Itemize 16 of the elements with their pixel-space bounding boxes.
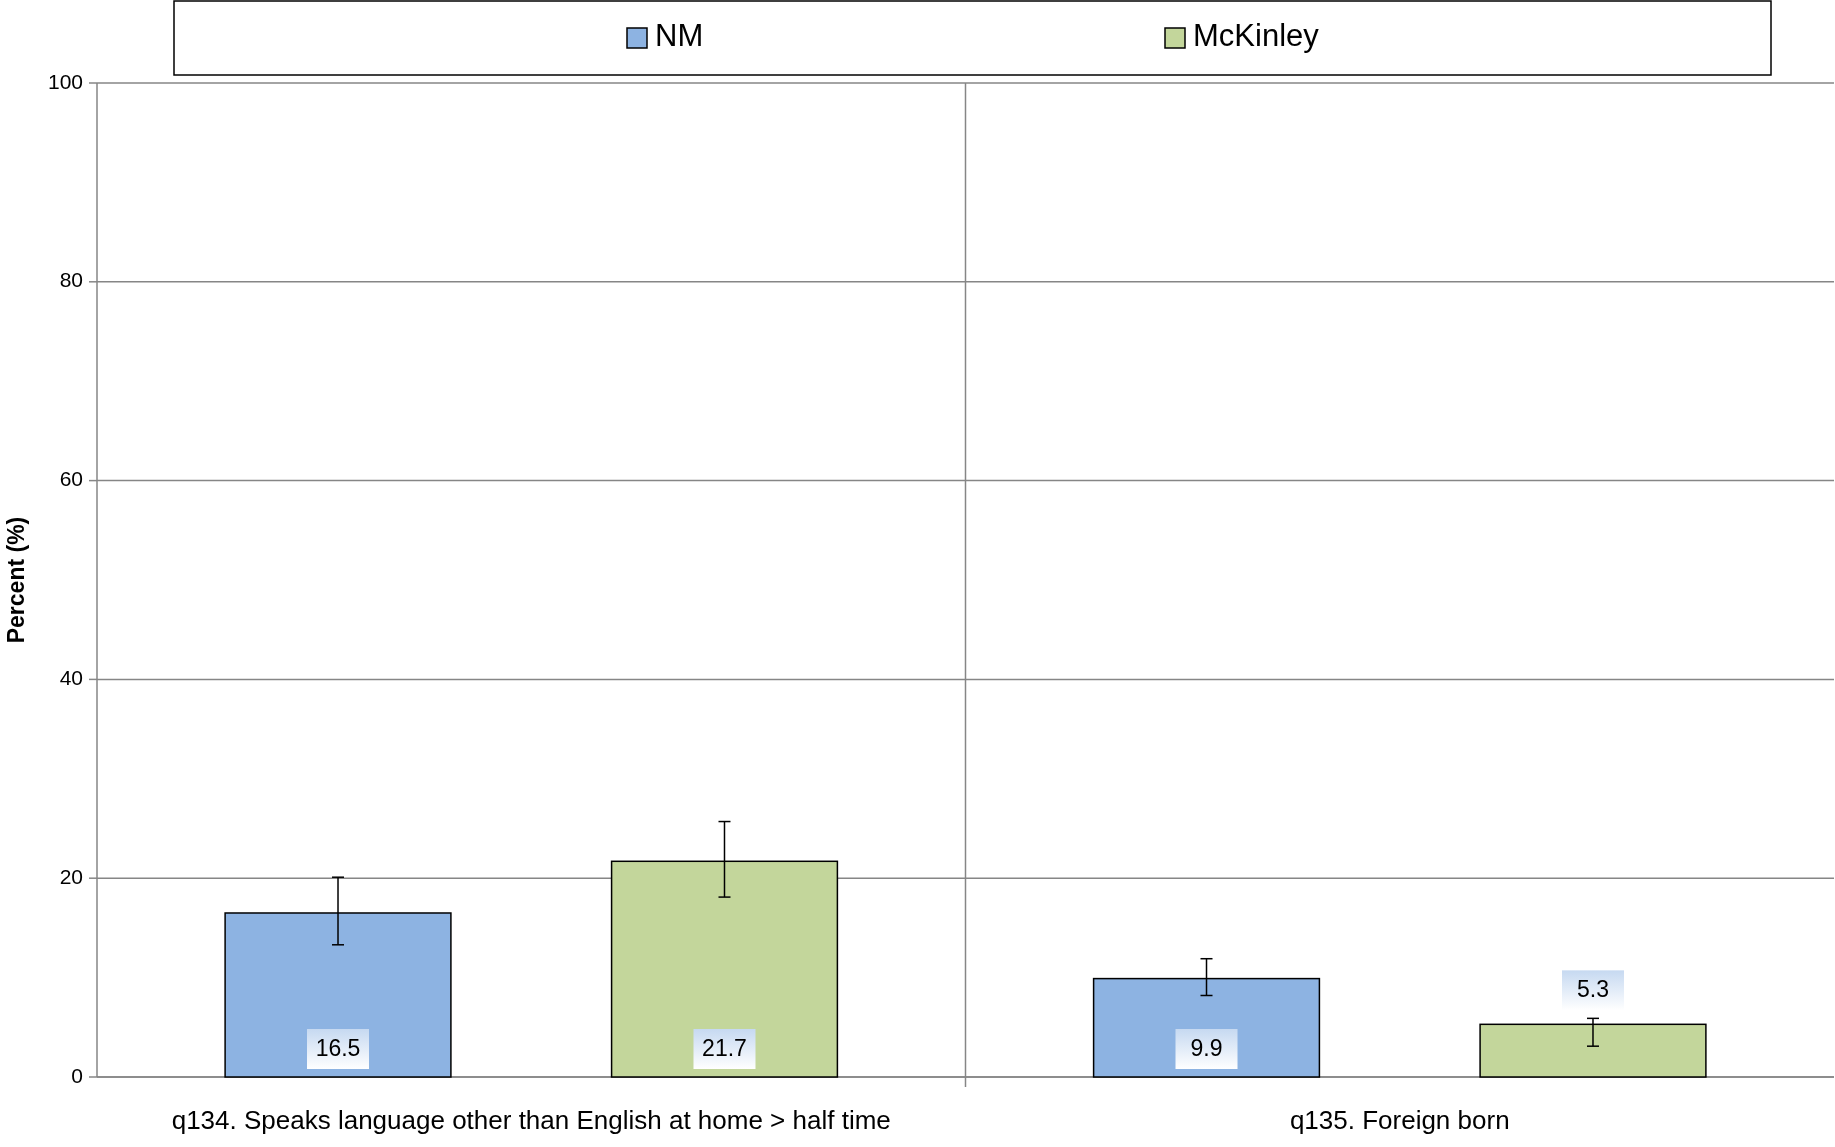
data-label: 5.3	[1577, 976, 1609, 1003]
bar	[1479, 1023, 1707, 1078]
legend-label: NM	[655, 18, 704, 54]
y-tick-label: 0	[71, 1063, 83, 1087]
y-tick-label: 40	[59, 665, 83, 689]
data-label: 16.5	[315, 1035, 361, 1062]
y-tick-label: 20	[59, 864, 83, 888]
y-tick-label: 60	[59, 467, 83, 491]
data-label: 9.9	[1190, 1035, 1223, 1062]
legend-label: McKinley	[1193, 18, 1320, 54]
data-label: 21.7	[702, 1035, 747, 1062]
y-axis-title: Percent (%)	[3, 516, 29, 644]
y-tick-label: 80	[59, 268, 83, 292]
x-tick-label: q134. Speaks language other than English at home > half time	[171, 1105, 891, 1135]
y-tick-label: 100	[47, 69, 83, 93]
x-tick-label: q135. Foreign born	[1289, 1105, 1510, 1135]
